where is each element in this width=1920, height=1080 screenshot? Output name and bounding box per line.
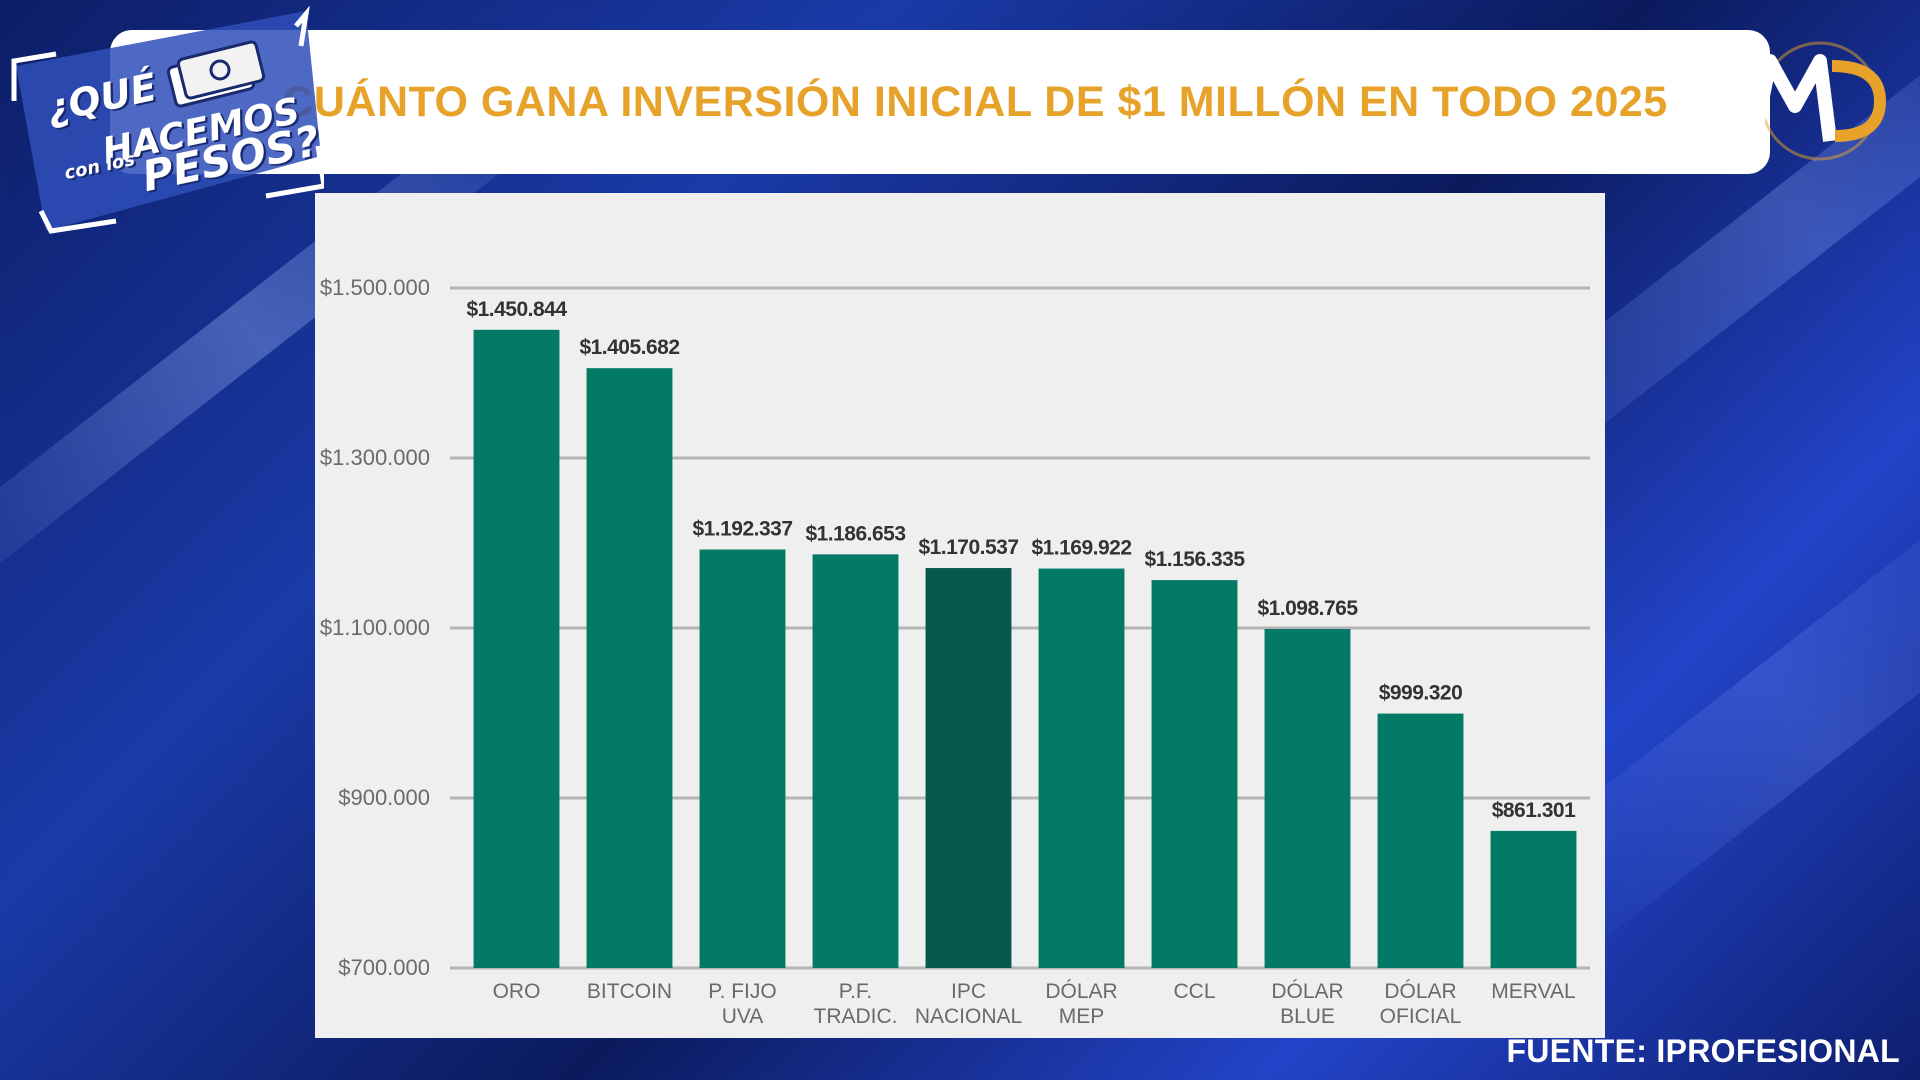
x-tick-label: P.F. bbox=[839, 980, 872, 1003]
show-logo-frame-icon bbox=[11, 6, 324, 234]
x-tick-label: IPC bbox=[951, 980, 986, 1003]
bar bbox=[699, 549, 786, 968]
data-label: $861.301 bbox=[1492, 799, 1576, 822]
data-label: $1.192.337 bbox=[692, 518, 792, 541]
bar bbox=[1490, 830, 1577, 968]
data-label: $1.405.682 bbox=[579, 336, 679, 359]
x-tick-label: NACIONAL bbox=[915, 1005, 1022, 1028]
bar bbox=[1151, 580, 1238, 968]
bar bbox=[586, 368, 673, 968]
chart-title: CUÁNTO GANA INVERSIÓN INICIAL DE $1 MILL… bbox=[282, 77, 1668, 126]
x-tick-label: ORO bbox=[493, 980, 541, 1003]
y-tick-label: $1.100.000 bbox=[320, 615, 430, 640]
x-tick-label: DÓLAR bbox=[1271, 980, 1343, 1003]
x-tick-label: UVA bbox=[722, 1005, 764, 1028]
x-tick-label: DÓLAR bbox=[1384, 980, 1456, 1003]
bar bbox=[473, 329, 560, 968]
y-tick-label: $900.000 bbox=[338, 785, 430, 810]
x-tick-label: MEP bbox=[1059, 1005, 1105, 1028]
x-tick-label: OFICIAL bbox=[1380, 1005, 1462, 1028]
bar bbox=[925, 568, 1012, 968]
bar-chart: $1.500.000 $1.300.000 $1.100.000 $900.000 $7… bbox=[320, 275, 1590, 1028]
y-tick-label: $1.500.000 bbox=[320, 275, 430, 300]
x-tick-label: BITCOIN bbox=[587, 980, 672, 1003]
x-tick-label: CCL bbox=[1173, 980, 1215, 1003]
show-logo: ¿QUÉ HACEMOS con los PESOS? bbox=[6, 6, 324, 236]
data-label: $1.169.922 bbox=[1031, 537, 1131, 560]
x-tick-label: BLUE bbox=[1280, 1005, 1335, 1028]
title-banner: CUÁNTO GANA INVERSIÓN INICIAL DE $1 MILL… bbox=[110, 30, 1770, 174]
data-label: $1.098.765 bbox=[1257, 597, 1358, 620]
y-tick-label: $700.000 bbox=[338, 955, 430, 980]
data-label: $1.450.844 bbox=[466, 298, 567, 321]
x-tick-label: DÓLAR bbox=[1045, 980, 1117, 1003]
bar bbox=[812, 554, 899, 968]
data-label: $1.156.335 bbox=[1144, 548, 1245, 571]
y-tick-label: $1.300.000 bbox=[320, 445, 430, 470]
channel-logo-text: MD bbox=[1814, 160, 1816, 162]
md-channel-logo: MD bbox=[1747, 41, 1887, 162]
bar bbox=[1038, 568, 1125, 968]
data-label: $1.170.537 bbox=[918, 536, 1018, 559]
x-tick-label: P. FIJO bbox=[708, 980, 776, 1003]
x-tick-label: TRADIC. bbox=[814, 1005, 898, 1028]
data-label: $999.320 bbox=[1379, 682, 1463, 705]
bar bbox=[1264, 629, 1351, 968]
bar bbox=[1377, 713, 1464, 968]
chart-panel: $1.500.000 $1.300.000 $1.100.000 $900.000 $7… bbox=[315, 193, 1605, 1038]
source-label: FUENTE: IPROFESIONAL bbox=[1506, 1033, 1900, 1069]
x-tick-label: MERVAL bbox=[1491, 980, 1575, 1003]
data-label: $1.186.653 bbox=[805, 522, 905, 545]
